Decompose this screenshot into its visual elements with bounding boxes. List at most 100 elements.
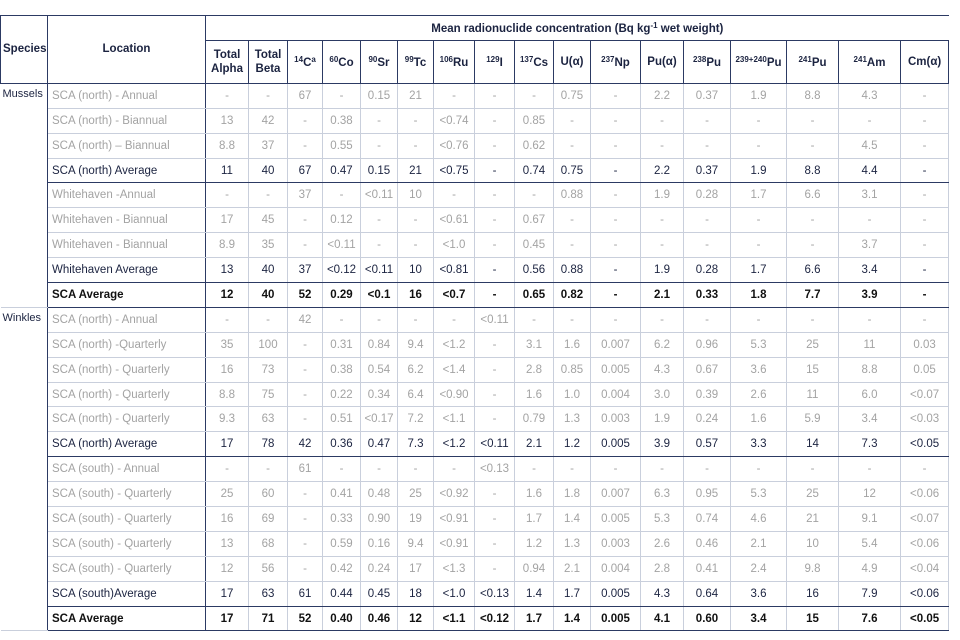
value-cell: 63 — [248, 580, 288, 607]
column-name: Pu — [706, 57, 722, 70]
location: SCA (north) - Biannual — [47, 107, 206, 134]
value-cell: 25 — [786, 331, 839, 358]
value-cell: 14 — [786, 431, 839, 458]
value-cell: 0.57 — [683, 431, 731, 458]
value-cell: 1.4 — [514, 580, 554, 607]
value-cell: 0.24 — [683, 406, 731, 433]
value-cell: 17 — [397, 555, 434, 582]
value-cell: - — [899, 182, 950, 209]
value-cell: 71 — [248, 605, 288, 632]
value-cell: 17 — [205, 605, 249, 632]
table-wrap: Species Location Mean radionuclide concent… — [0, 15, 950, 632]
value-cell: - — [590, 282, 641, 308]
value-cell: <0.13 — [474, 456, 515, 483]
value-cell: - — [640, 107, 684, 134]
value-cell: 1.7 — [514, 506, 554, 532]
value-cell: 1.9 — [640, 406, 684, 433]
value-cell: 0.54 — [360, 356, 398, 383]
column-header-row: Total Alpha Total Beta 14Ca 60Co 90Sr 99Tc 106… — [1, 39, 950, 84]
value-cell: 1.8 — [553, 481, 591, 508]
value-cell: 60 — [248, 481, 288, 508]
column-name: Np — [614, 57, 630, 70]
value-cell: 0.96 — [683, 331, 731, 358]
value-cell: 9.4 — [397, 530, 434, 557]
value-cell: - — [360, 207, 398, 234]
location: Whitehaven - Biannual — [47, 207, 206, 234]
column-name: Tc — [413, 57, 427, 70]
value-cell: - — [640, 306, 684, 333]
value-cell: 0.007 — [590, 331, 641, 358]
data-row: SCA Average 17 71 52 0.40 0.46 12 <1.1 <0.12 1.7 1… — [1, 605, 950, 632]
value-cell: - — [360, 132, 398, 159]
value-cell: <0.12 — [322, 257, 361, 284]
value-cell: 0.38 — [322, 107, 361, 134]
data-row: Whitehaven Average 13 40 37 <0.12 <0.11 10 <0.8… — [1, 257, 950, 284]
value-cell: 0.003 — [590, 406, 641, 433]
value-cell: - — [322, 306, 361, 333]
value-cell: - — [474, 555, 515, 582]
value-cell: 21 — [786, 506, 839, 532]
value-cell: 1.2 — [553, 431, 591, 458]
value-cell: - — [287, 530, 323, 557]
column-header: 137Cs — [514, 39, 554, 84]
data-row: Mussels SCA (north) - Annual - -67-0.15 21- -… — [0, 82, 950, 308]
value-cell: 1.7 — [514, 605, 554, 632]
value-cell: 0.79 — [514, 406, 554, 433]
column-header: 237Np — [590, 39, 641, 84]
value-cell: - — [899, 257, 950, 284]
value-cell: <0.06 — [899, 481, 950, 508]
value-cell: 0.37 — [683, 157, 731, 184]
value-cell: 4.3 — [640, 356, 684, 383]
value-cell: - — [590, 257, 641, 284]
value-cell: 7.2 — [397, 406, 434, 433]
value-cell: 0.05 — [899, 356, 950, 383]
value-cell: 67 — [287, 82, 323, 109]
data-row: SCA (north) -Quarterly 35 100-0.31 0.84 9.4 <… — [1, 331, 950, 358]
value-cell: - — [287, 107, 323, 134]
value-cell: - — [287, 506, 323, 532]
isotope-mass: 241 — [798, 55, 812, 65]
value-cell: 2.1 — [553, 555, 591, 582]
column-name: Sr — [377, 57, 390, 70]
value-cell: 3.6 — [730, 356, 787, 383]
isotope-mass: 238 — [692, 55, 707, 65]
value-cell: 68 — [248, 530, 288, 557]
value-cell: 12 — [838, 481, 901, 508]
value-cell: - — [683, 456, 731, 483]
value-cell: 16 — [205, 506, 249, 532]
value-cell: 2.1 — [514, 431, 554, 458]
value-cell: - — [899, 107, 950, 134]
value-cell: 6.3 — [640, 481, 684, 508]
value-cell: - — [397, 132, 434, 159]
value-cell: 1.3 — [553, 406, 591, 433]
value-cell: 3.7 — [838, 232, 901, 259]
location: Whitehaven Average — [47, 257, 206, 284]
value-cell: 21 — [397, 82, 434, 109]
value-cell: 0.40 — [322, 605, 361, 632]
value-cell: 17 — [205, 207, 249, 234]
value-cell: 0.005 — [590, 356, 641, 383]
value-cell: - — [248, 82, 288, 109]
value-cell: 8.8 — [205, 132, 249, 159]
value-cell: 13 — [205, 107, 249, 134]
value-cell: 17 — [205, 431, 249, 458]
value-cell: 42 — [287, 431, 323, 458]
value-cell: 45 — [248, 207, 288, 234]
value-cell: 67 — [287, 157, 323, 184]
location: SCA (north) Average — [47, 157, 206, 184]
value-cell: <0.76 — [433, 132, 475, 159]
value-cell: 2.2 — [640, 82, 684, 109]
value-cell: 0.47 — [360, 431, 398, 458]
value-cell: <1.1 — [433, 406, 475, 433]
value-cell: - — [474, 82, 515, 109]
value-cell: 2.2 — [640, 157, 684, 184]
value-cell: - — [205, 182, 249, 209]
value-cell: - — [899, 282, 950, 308]
value-cell: - — [590, 207, 641, 234]
value-cell: - — [322, 182, 361, 209]
value-cell: 1.7 — [730, 257, 787, 284]
column-header: 239+240Pu — [730, 39, 787, 84]
column-name: Co — [338, 57, 354, 70]
location: SCA (south) - Quarterly — [47, 481, 206, 508]
isotope-mass: 241 — [853, 55, 867, 65]
